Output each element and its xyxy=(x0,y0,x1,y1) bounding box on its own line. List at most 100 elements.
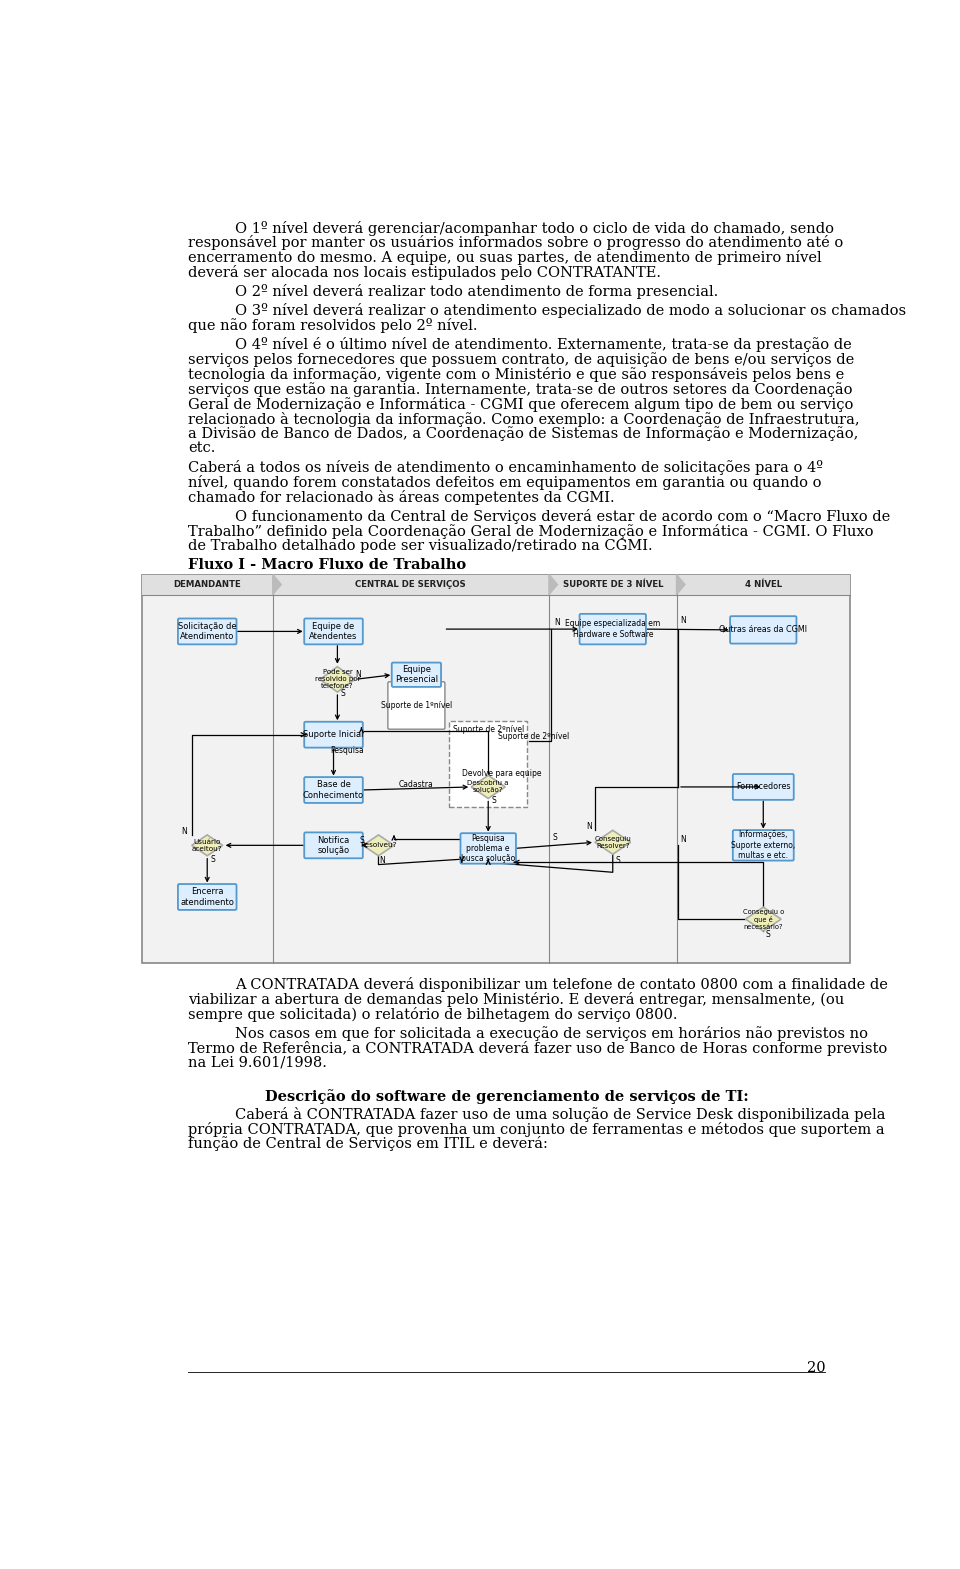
Text: etc.: etc. xyxy=(188,441,216,455)
Text: N: N xyxy=(680,835,685,844)
FancyBboxPatch shape xyxy=(461,833,516,863)
Text: S: S xyxy=(210,855,215,863)
Polygon shape xyxy=(746,907,781,930)
Text: O funcionamento da Central de Serviços deverá estar de acordo com o “Macro Fluxo: O funcionamento da Central de Serviços d… xyxy=(234,510,890,524)
FancyBboxPatch shape xyxy=(178,883,236,910)
FancyBboxPatch shape xyxy=(732,774,794,800)
Bar xyxy=(449,720,527,806)
Polygon shape xyxy=(320,667,355,692)
Text: N: N xyxy=(379,857,385,865)
Text: S: S xyxy=(615,857,620,865)
Text: S: S xyxy=(552,833,557,843)
Text: encerramento do mesmo. A equipe, ou suas partes, de atendimento de primeiro níve: encerramento do mesmo. A equipe, ou suas… xyxy=(188,251,822,265)
Text: O 1º nível deverá gerenciar/acompanhar todo o ciclo de vida do chamado, sendo: O 1º nível deverá gerenciar/acompanhar t… xyxy=(234,221,833,235)
FancyBboxPatch shape xyxy=(304,618,363,645)
Text: responsável por manter os usuários informados sobre o progresso do atendimento a: responsável por manter os usuários infor… xyxy=(188,235,844,251)
Polygon shape xyxy=(549,574,558,595)
Text: tecnologia da informação, vigente com o Ministério e que são responsáveis pelos : tecnologia da informação, vigente com o … xyxy=(188,367,845,383)
Text: A CONTRATADA deverá disponibilizar um telefone de contato 0800 com a finalidade : A CONTRATADA deverá disponibilizar um te… xyxy=(234,977,888,992)
Text: relacionado à tecnologia da informação. Como exemplo: a Coordenação de Infraestr: relacionado à tecnologia da informação. … xyxy=(188,411,860,427)
Text: Caberá a todos os níveis de atendimento o encaminhamento de solicitações para o : Caberá a todos os níveis de atendimento … xyxy=(188,460,824,475)
Text: Pode ser
resolvido por
telefone?: Pode ser resolvido por telefone? xyxy=(315,670,360,689)
FancyBboxPatch shape xyxy=(178,618,236,645)
Text: própria CONTRATADA, que provenha um conjunto de ferramentas e métodos que suport: própria CONTRATADA, que provenha um conj… xyxy=(188,1122,885,1136)
Text: Fornecedores: Fornecedores xyxy=(736,783,790,791)
Text: função de Central de Serviços em ITIL e deverá:: função de Central de Serviços em ITIL e … xyxy=(188,1136,548,1152)
Text: Pesquisa: Pesquisa xyxy=(330,745,365,755)
Text: CENTRAL DE SERVIÇOS: CENTRAL DE SERVIÇOS xyxy=(355,581,467,588)
Polygon shape xyxy=(273,574,281,595)
Polygon shape xyxy=(471,775,505,799)
Text: viabilizar a abertura de demandas pelo Ministério. E deverá entregar, mensalment: viabilizar a abertura de demandas pelo M… xyxy=(188,992,845,1007)
Text: Descrição do software de gerenciamento de serviços de TI:: Descrição do software de gerenciamento d… xyxy=(265,1089,749,1103)
Text: que não foram resolvidos pelo 2º nível.: que não foram resolvidos pelo 2º nível. xyxy=(188,319,478,333)
Text: Conseguiu
Resolver?: Conseguiu Resolver? xyxy=(594,836,631,849)
Text: Suporte de 2ºnível: Suporte de 2ºnível xyxy=(497,731,568,741)
FancyBboxPatch shape xyxy=(304,833,363,858)
Text: nível, quando forem constatados defeitos em equipamentos em garantia ou quando o: nível, quando forem constatados defeitos… xyxy=(188,475,822,491)
Text: Caberá à CONTRATADA fazer uso de uma solução de Service Desk disponibilizada pel: Caberá à CONTRATADA fazer uso de uma sol… xyxy=(234,1106,885,1122)
Text: serviços pelos fornecedores que possuem contrato, de aquisição de bens e/ou serv: serviços pelos fornecedores que possuem … xyxy=(188,351,854,367)
Text: N: N xyxy=(587,822,592,830)
Text: Suporte Inicial: Suporte Inicial xyxy=(303,730,364,739)
Text: Equipe de
Atendentes: Equipe de Atendentes xyxy=(309,621,358,642)
Polygon shape xyxy=(192,835,223,855)
Text: Termo de Referência, a CONTRATADA deverá fazer uso de Banco de Horas conforme pr: Termo de Referência, a CONTRATADA deverá… xyxy=(188,1040,887,1056)
Text: Outras áreas da CGMI: Outras áreas da CGMI xyxy=(719,626,807,634)
Text: Usuário
aceitou?: Usuário aceitou? xyxy=(192,839,223,852)
Text: N: N xyxy=(680,617,685,624)
Text: O 4º nível é o último nível de atendimento. Externamente, trata-se da prestação : O 4º nível é o último nível de atendimen… xyxy=(234,337,852,353)
Text: chamado for relacionado às áreas competentes da CGMI.: chamado for relacionado às áreas compete… xyxy=(188,490,614,505)
Text: Pesquisa
problema e
busca solução: Pesquisa problema e busca solução xyxy=(461,833,516,863)
Bar xyxy=(142,574,850,963)
Text: Devolve para equipe: Devolve para equipe xyxy=(463,769,542,778)
Text: N: N xyxy=(355,670,361,679)
FancyBboxPatch shape xyxy=(392,662,441,687)
Text: Informações,
Suporte externo,
multas e etc.: Informações, Suporte externo, multas e e… xyxy=(732,830,796,860)
Text: O 3º nível deverá realizar o atendimento especializado de modo a solucionar os c: O 3º nível deverá realizar o atendimento… xyxy=(234,303,906,319)
Bar xyxy=(142,574,850,595)
Text: Solicitação de
Atendimento: Solicitação de Atendimento xyxy=(178,621,236,642)
Text: DEMANDANTE: DEMANDANTE xyxy=(174,581,241,588)
Text: Notifica
solução: Notifica solução xyxy=(318,836,349,855)
Text: N: N xyxy=(554,618,560,626)
Text: Suporte de 1ºnível: Suporte de 1ºnível xyxy=(381,701,452,711)
Text: S: S xyxy=(765,930,770,938)
Text: deverá ser alocada nos locais estipulados pelo CONTRATANTE.: deverá ser alocada nos locais estipulado… xyxy=(188,265,661,281)
Text: S: S xyxy=(360,836,365,846)
Text: Conseguiu o
que é
necessário?: Conseguiu o que é necessário? xyxy=(743,908,784,930)
FancyBboxPatch shape xyxy=(731,617,797,643)
Text: Fluxo I - Macro Fluxo de Trabalho: Fluxo I - Macro Fluxo de Trabalho xyxy=(188,559,467,573)
Text: Descobriu a
solução?: Descobriu a solução? xyxy=(468,780,509,794)
Polygon shape xyxy=(363,835,394,855)
Text: 20: 20 xyxy=(806,1360,826,1374)
Text: O 2º nível deverá realizar todo atendimento de forma presencial.: O 2º nível deverá realizar todo atendime… xyxy=(234,284,718,300)
Text: de Trabalho detalhado pode ser visualizado/retirado na CGMI.: de Trabalho detalhado pode ser visualiza… xyxy=(188,540,653,552)
Text: na Lei 9.601/1998.: na Lei 9.601/1998. xyxy=(188,1056,327,1070)
FancyBboxPatch shape xyxy=(304,777,363,803)
Text: Nos casos em que for solicitada a execução de serviços em horários não previstos: Nos casos em que for solicitada a execuç… xyxy=(234,1026,868,1042)
Text: sempre que solicitada) o relatório de bilhetagem do serviço 0800.: sempre que solicitada) o relatório de bi… xyxy=(188,1007,678,1021)
Text: SUPORTE DE 3 NÍVEL: SUPORTE DE 3 NÍVEL xyxy=(563,581,663,588)
Text: Equipe especializada em
Hardware e Software: Equipe especializada em Hardware e Softw… xyxy=(565,620,660,639)
Text: Encerra
atendimento: Encerra atendimento xyxy=(180,888,234,907)
Text: S: S xyxy=(492,797,496,805)
Text: Trabalho” definido pela Coordenação Geral de Modernização e Informática - CGMI. : Trabalho” definido pela Coordenação Gera… xyxy=(188,524,874,540)
Text: Suporte de 2ºnível: Suporte de 2ºnível xyxy=(452,725,524,734)
Text: a Divisão de Banco de Dados, a Coordenação de Sistemas de Informação e Moderniza: a Divisão de Banco de Dados, a Coordenaç… xyxy=(188,427,858,441)
Polygon shape xyxy=(677,574,685,595)
Text: Cadastra: Cadastra xyxy=(399,780,434,789)
Text: Equipe
Presencial: Equipe Presencial xyxy=(395,665,438,684)
Text: S: S xyxy=(341,689,346,698)
Text: Geral de Modernização e Informática - CGMI que oferecem algum tipo de bem ou ser: Geral de Modernização e Informática - CG… xyxy=(188,397,853,411)
Text: Resolveu?: Resolveu? xyxy=(360,843,396,849)
FancyBboxPatch shape xyxy=(388,683,444,730)
Text: Base de
Conhecimento: Base de Conhecimento xyxy=(303,780,364,800)
FancyBboxPatch shape xyxy=(304,722,363,747)
FancyBboxPatch shape xyxy=(732,830,794,860)
Text: serviços que estão na garantia. Internamente, trata-se de outros setores da Coor: serviços que estão na garantia. Internam… xyxy=(188,381,852,397)
FancyBboxPatch shape xyxy=(580,613,646,645)
Text: N: N xyxy=(181,827,187,836)
Text: 4 NÍVEL: 4 NÍVEL xyxy=(745,581,781,588)
Polygon shape xyxy=(595,830,631,854)
